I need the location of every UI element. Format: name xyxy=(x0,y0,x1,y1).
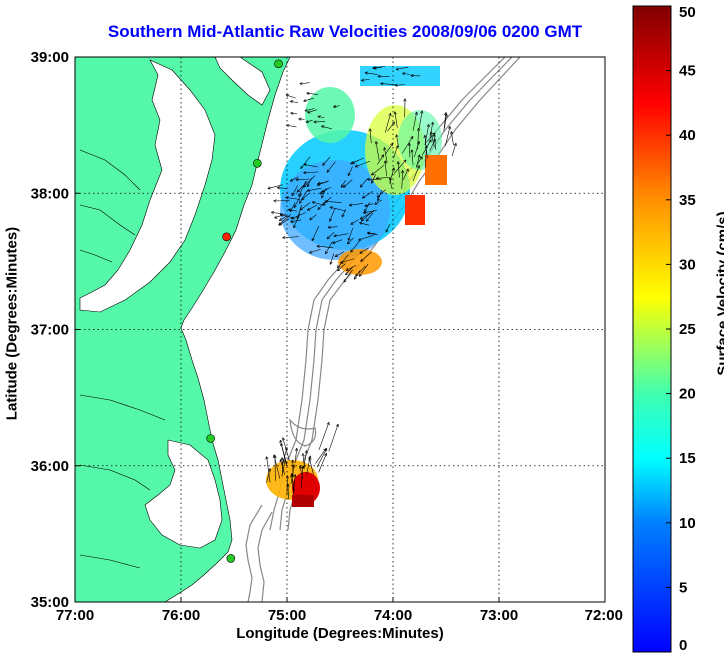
station-marker xyxy=(253,158,262,168)
colorbar-ticks: 0 5 10 15 20 25 30 35 40 45 50 xyxy=(666,4,696,654)
colorbar-tick-label: 5 xyxy=(679,579,687,596)
colorbar-tick-label: 10 xyxy=(679,515,696,532)
colorbar-tick-label: 40 xyxy=(679,127,696,144)
land-mass xyxy=(75,57,291,602)
colorbar-tick-label: 20 xyxy=(679,386,696,403)
y-axis-label: Latitude (Degrees:Minutes) xyxy=(3,226,21,421)
colorbar xyxy=(632,5,672,653)
y-tick-label: 38:00 xyxy=(31,185,69,202)
y-axis-ticks: 35:00 36:00 37:00 38:00 39:00 xyxy=(31,49,80,611)
grid-lines xyxy=(75,57,605,602)
station-marker xyxy=(226,554,236,563)
colorbar-tick-label: 25 xyxy=(679,321,696,338)
x-axis-ticks: 77:00 76:00 75:00 74:00 73:00 72:00 xyxy=(56,597,623,624)
colorbar-tick-label: 30 xyxy=(679,256,696,273)
colorbar-tick-label: 35 xyxy=(679,192,696,209)
x-tick-label: 76:00 xyxy=(162,607,200,624)
station-marker xyxy=(222,232,231,242)
y-tick-label: 39:00 xyxy=(31,49,69,66)
colorbar-tick-label: 45 xyxy=(679,63,696,80)
y-tick-label: 36:00 xyxy=(31,458,69,475)
x-axis-label: Longitude (Degrees:Minutes) xyxy=(236,625,444,642)
x-tick-label: 77:00 xyxy=(56,607,94,624)
river-lines xyxy=(79,149,166,569)
map-title: Southern Mid-Atlantic Raw Velocities 200… xyxy=(107,22,583,41)
x-tick-label: 75:00 xyxy=(268,607,306,624)
colorbar-tick-label: 50 xyxy=(679,4,696,21)
x-tick-label: 72:00 xyxy=(585,607,623,624)
pamlico-sound xyxy=(144,439,223,549)
station-marker xyxy=(274,59,283,69)
station-marker xyxy=(206,434,215,443)
x-tick-label: 74:00 xyxy=(374,607,412,624)
delaware-bay xyxy=(214,57,271,106)
colorbar-label: Surface Velocity (cm/s) xyxy=(714,211,724,376)
velocity-field-south xyxy=(266,460,320,507)
velocity-vectors xyxy=(265,66,457,500)
colorbar-tick-label: 0 xyxy=(679,637,687,654)
x-tick-label: 73:00 xyxy=(480,607,518,624)
y-tick-label: 35:00 xyxy=(31,594,69,611)
radar-stations xyxy=(206,59,283,563)
colorbar-tick-label: 15 xyxy=(679,450,696,467)
y-tick-label: 37:00 xyxy=(31,322,69,339)
chesapeake-bay xyxy=(79,59,216,313)
